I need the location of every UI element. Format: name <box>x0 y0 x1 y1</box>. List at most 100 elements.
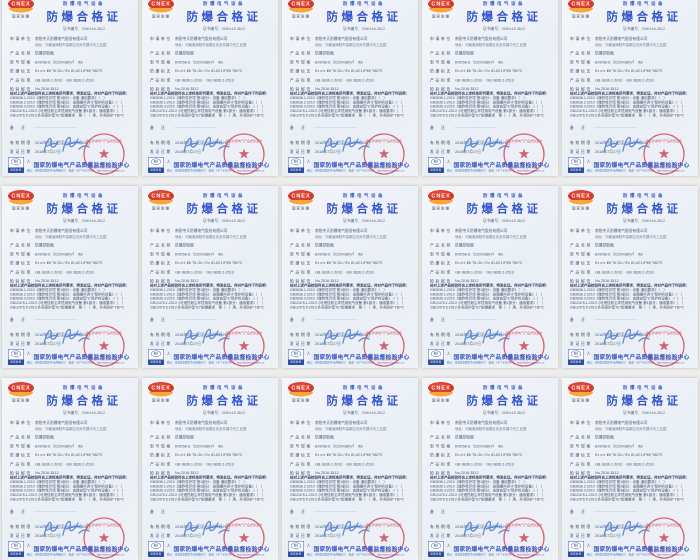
field-row: 防爆标志 Ex d e ⅡB T6 Gb / Ex tD A21 IP65 T8… <box>570 453 693 459</box>
field-value: BXK58-S（220V/380V） ⅡB <box>175 444 223 449</box>
cnex-logo-arc <box>429 200 453 205</box>
statement-line: GB3836.1-2010《爆炸性环境 第1部分：设备 通用要求》（ ） <box>150 480 247 484</box>
issue-date-label: 发证日期 <box>430 149 452 155</box>
cert-number: 证书编号：CNEx16.3512 <box>342 26 386 32</box>
field-row: 检验报告 No.2016.3512 <box>290 279 413 285</box>
validity-row: 有效期限 2016年7月27日至2021年7月26日 <box>570 524 650 530</box>
field-label: 产品标准 <box>10 270 32 275</box>
field-table: 申请单位 南阳中天防爆电气股份有限公司 地址：河南省南阳市高新区光武东路中天工业… <box>290 228 413 288</box>
certificate: CNEX 国家防爆 防爆电气设备 防爆合格证 证书编号：CNEx16.3512 … <box>2 186 138 368</box>
official-seal-icon: 国家防爆电气产品质量监督 检验中心发证专用章 <box>363 325 405 367</box>
seal-text-bottom: 检验中心发证专用章 <box>90 164 117 169</box>
field-value: GB 3836.1-2010 GB 3836.2-2010 <box>315 462 374 467</box>
remark-row: 备 注 —————————— <box>570 509 638 515</box>
ex-mark-text: Ex <box>11 350 21 357</box>
issuing-center-name: 国家防爆电气产品质量监督检验中心 <box>173 354 270 361</box>
remark-value: —————————— <box>315 317 358 322</box>
field-value: 南阳中天防爆电气股份有限公司 <box>595 420 648 426</box>
field-row: 型号规格 BXK58-S（220V/380V） ⅡB <box>10 252 133 258</box>
field-label: 检验报告 <box>10 279 32 284</box>
field-row: 产品名称 防爆控制箱 <box>570 243 693 249</box>
field-row: 产品名称 防爆控制箱 <box>150 243 273 249</box>
field-value: 防爆控制箱 <box>35 51 54 56</box>
cnex-logo-text: CNEX <box>148 0 174 10</box>
certificate-header: 防爆电气设备 防爆合格证 证书编号：CNEx16.3512 <box>174 0 274 34</box>
statement-line: GB3836.2-2010《爆炸性环境 第2部分：由隔爆外壳“d”保护的设备》（… <box>290 100 405 105</box>
statement-line: GB3836.1-2010《爆炸性环境 第1部分：设备 通用要求》（ ） <box>430 96 527 100</box>
statement-line: GB12476.1-2013《可燃性粉尘环境用电气设备 第1部分：通用要求》（ … <box>10 301 126 306</box>
issuing-center-name: 国家防爆电气产品质量监督检验中心 <box>593 354 690 361</box>
signature <box>463 520 510 537</box>
statement-line: GB12476.5-2013 外壳保护型“tD”防爆要求 第（ ）类，外壳防护 … <box>430 113 545 118</box>
statement-intro: 经对上述产品检验符合上述标准所列要求，特发此证。并对产品作下列说明： <box>10 92 129 96</box>
issue-date-label: 发证日期 <box>10 533 32 539</box>
statement-line: GB3836.3-2010《爆炸性环境 第3部分：由增安型“e”保护的设备》 √… <box>430 105 546 109</box>
field-row: 型号规格 BXK58-S（220V/380V） ⅡB <box>290 252 413 258</box>
statement-line: GB3836.2-2010《爆炸性环境 第2部分：由隔爆外壳“d”保护的设备》（… <box>570 292 685 297</box>
field-row: 产品标准 GB 3836.1-2010 GB 3836.2-2010 <box>150 462 273 468</box>
field-row: 产品名称 防爆控制箱 <box>290 243 413 249</box>
seal-text-top: 国家防爆电气产品质量监督 <box>506 522 542 527</box>
statement-line: GB3836.1-2010《爆炸性环境 第1部分：设备 通用要求》（ ） <box>430 480 527 484</box>
certificate-paper: CNEX 国家防爆 防爆电气设备 防爆合格证 证书编号：CNEx16.3512 … <box>422 0 558 176</box>
certificate: CNEX 国家防爆 防爆电气设备 防爆合格证 证书编号：CNEx16.3512 … <box>422 186 558 368</box>
field-value: 防爆控制箱 <box>315 51 334 56</box>
signature <box>183 136 230 153</box>
statement-line: GB12476.5-2013 外壳保护型“tD”防爆要求 第（ ）类，外壳防护 … <box>570 305 685 310</box>
field-value-line2: 地址：河南省南阳市高新区光武东路中天工业园 <box>315 235 387 240</box>
cnex-logo-icon: CNEX 国家防爆 <box>8 190 34 211</box>
field-row: 申请单位 南阳中天防爆电气股份有限公司 地址：河南省南阳市高新区光武东路中天工业… <box>430 420 553 432</box>
validity-label: 有效期限 <box>10 140 32 146</box>
statement-line: GB3836.3-2010《爆炸性环境 第3部分：由增安型“e”保护的设备》 √… <box>430 297 546 301</box>
remark-value: —————————— <box>175 317 218 322</box>
remark-label: 备 注 <box>290 125 307 131</box>
statement-line: GB12476.5-2013 外壳保护型“tD”防爆要求 第（ ）类，外壳防护 … <box>290 497 405 502</box>
address-line: 地址：河南省南阳市中州西路83号 电话：0377-63224976 http:/… <box>306 169 405 173</box>
cnex-logo-icon: CNEX 国家防爆 <box>288 382 314 403</box>
field-value-line2: 地址：河南省南阳市高新区光武东路中天工业园 <box>175 43 247 48</box>
statement-line: GB12476.5-2013 外壳保护型“tD”防爆要求 第（ ）类，外壳防护 … <box>570 113 685 118</box>
validity-label: 有效期限 <box>10 332 32 338</box>
statement-line: GB3836.2-2010《爆炸性环境 第2部分：由隔爆外壳“d”保护的设备》（… <box>570 100 685 105</box>
certificate-paper: CNEX 国家防爆 防爆电气设备 防爆合格证 证书编号：CNEx16.3512 … <box>2 0 138 176</box>
issue-date-label: 发证日期 <box>290 341 312 347</box>
statement-line: GB12476.1-2013《可燃性粉尘环境用电气设备 第1部分：通用要求》（ … <box>150 109 266 114</box>
cnex-logo-text: CNEX <box>8 0 34 10</box>
field-row: 产品标准 GB 3836.1-2010 GB 3836.2-2010 <box>290 270 413 276</box>
certificate-title: 防爆合格证 <box>46 10 122 23</box>
remark-label: 备 注 <box>150 509 167 515</box>
cnex-logo-icon: CNEX 国家防爆 <box>8 382 34 403</box>
field-row: 产品标准 GB 3836.1-2010 GB 3836.2-2010 <box>290 462 413 468</box>
field-row: 申请单位 南阳中天防爆电气股份有限公司 地址：河南省南阳市高新区光武东路中天工业… <box>570 420 693 432</box>
statement-intro: 经对上述产品检验符合上述标准所列要求，特发此证。并对产品作下列说明： <box>570 284 689 288</box>
validity-value: 2016年7月27日至2021年7月26日 <box>455 524 511 530</box>
field-value: 防爆控制箱 <box>595 51 614 56</box>
ex-mark-text: Ex <box>431 350 441 357</box>
field-row: 防爆标志 Ex d e ⅡB T6 Gb / Ex tD A21 IP65 T8… <box>430 69 553 75</box>
validity-value: 2016年7月27日至2021年7月26日 <box>175 140 231 146</box>
field-label: 产品名称 <box>10 435 32 440</box>
field-label: 产品名称 <box>570 435 592 440</box>
certificate-paper: CNEX 国家防爆 防爆电气设备 防爆合格证 证书编号：CNEx16.3512 … <box>422 186 558 368</box>
remark-label: 备 注 <box>570 317 587 323</box>
ex-mark-bar-text: 国家防爆 <box>568 359 584 365</box>
signature <box>463 136 510 153</box>
address-line: 地址：河南省南阳市中州西路83号 电话：0377-63224976 http:/… <box>306 553 405 557</box>
certificate: CNEX 国家防爆 防爆电气设备 防爆合格证 证书编号：CNEx16.3512 … <box>282 0 418 176</box>
field-label: 产品名称 <box>150 243 172 248</box>
cnex-logo-subtext: 国家防爆 <box>292 399 310 403</box>
certificate-title: 防爆合格证 <box>46 202 122 215</box>
field-label: 产品名称 <box>430 243 452 248</box>
field-value: BXK58-S（220V/380V） ⅡB <box>35 444 83 449</box>
field-value: Ex d e ⅡB T6 Gb / Ex tD A21 IP65 T80℃ <box>455 260 523 266</box>
certificate-paper: CNEX 国家防爆 防爆电气设备 防爆合格证 证书编号：CNEx16.3512 … <box>282 0 418 176</box>
issue-date-label: 发证日期 <box>10 341 32 347</box>
statement-line: GB12476.5-2013 外壳保护型“tD”防爆要求 第（ ）类，外壳防护 … <box>150 113 265 118</box>
validity-value: 2016年7月27日至2021年7月26日 <box>175 332 231 338</box>
field-row: 申请单位 南阳中天防爆电气股份有限公司 地址：河南省南阳市高新区光武东路中天工业… <box>10 420 133 432</box>
certificate-paper: CNEX 国家防爆 防爆电气设备 防爆合格证 证书编号：CNEx16.3512 … <box>2 186 138 368</box>
field-table: 申请单位 南阳中天防爆电气股份有限公司 地址：河南省南阳市高新区光武东路中天工业… <box>290 36 413 96</box>
field-label: 产品标准 <box>150 462 172 467</box>
issuing-center-name: 国家防爆电气产品质量监督检验中心 <box>453 546 550 553</box>
field-value: No.2016.3512 <box>455 86 479 92</box>
